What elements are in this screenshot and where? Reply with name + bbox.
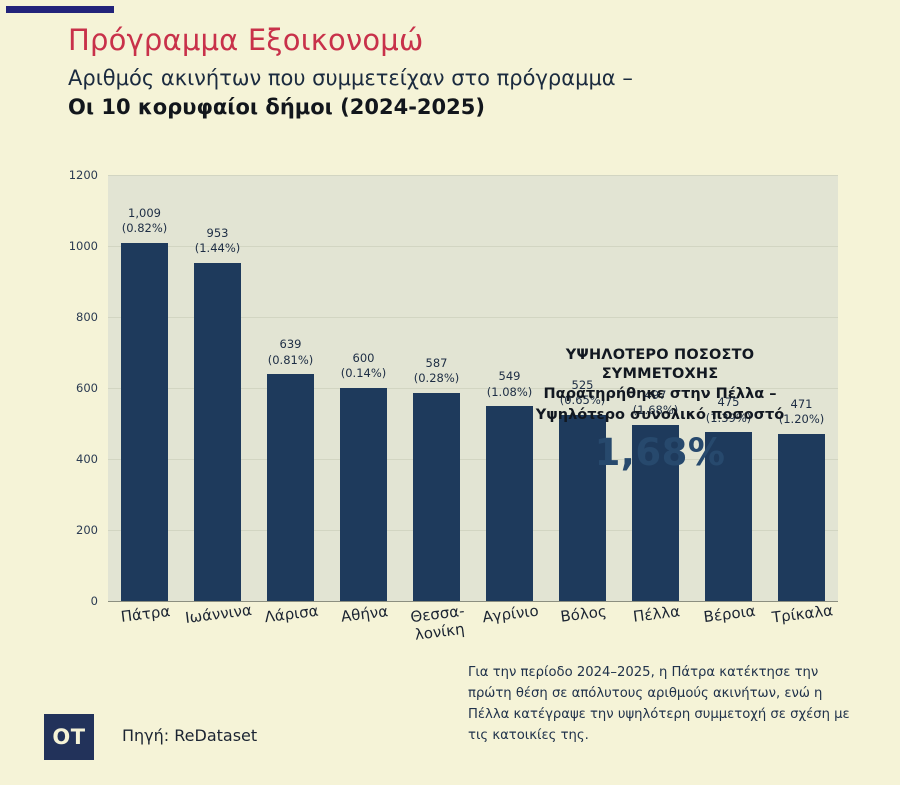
gridline bbox=[108, 317, 838, 318]
bar-slot: 953 (1.44%) bbox=[181, 175, 254, 601]
subtitle-line-2: Οι 10 κορυφαίοι δήμοι (2024-2025) bbox=[68, 95, 485, 120]
bar-percent: (1.39%) bbox=[705, 410, 752, 425]
header: Πρόγραμμα Εξοικονομώ Αριθμός ακινήτων πο… bbox=[68, 24, 868, 121]
gridline bbox=[108, 175, 838, 176]
x-axis-tick-label-line: Αγρίνιο bbox=[481, 601, 540, 627]
bar-value-label: 475 (1.39%) bbox=[692, 395, 765, 426]
bar-percent: (0.28%) bbox=[413, 371, 460, 386]
bar-value: 1,009 bbox=[128, 205, 161, 220]
bar-value: 525 bbox=[571, 377, 594, 392]
page-title: Πρόγραμμα Εξοικονομώ bbox=[68, 23, 424, 57]
gridline bbox=[108, 459, 838, 460]
bar-slot: 471 (1.20%) bbox=[765, 175, 838, 601]
bar-value: 639 bbox=[279, 337, 302, 352]
bar[interactable] bbox=[266, 374, 315, 601]
bar[interactable] bbox=[120, 242, 169, 601]
bar-value-label: 587 (0.28%) bbox=[400, 356, 473, 387]
bar-percent: (0.82%) bbox=[121, 221, 168, 236]
bar-value: 587 bbox=[425, 355, 448, 370]
bar-slot: 639 (0.81%) bbox=[254, 175, 327, 601]
bar-percent: (0.65%) bbox=[559, 393, 606, 408]
x-axis-tick-label-line: Βέροια bbox=[702, 601, 757, 627]
bar[interactable] bbox=[631, 424, 680, 601]
bar-slot: 587 (0.28%) bbox=[400, 175, 473, 601]
bar-value: 497 bbox=[644, 387, 667, 402]
bar-value: 600 bbox=[352, 350, 375, 365]
bar-value-label: 639 (0.81%) bbox=[254, 337, 327, 368]
bar-percent: (1.44%) bbox=[194, 241, 241, 256]
y-axis-tick-label: 200 bbox=[76, 523, 98, 537]
x-axis: Πάτρα Ιωάννινα Λάρισα Αθήνα Θεσσα-λονίκη Αγρί… bbox=[108, 601, 838, 666]
bar-percent: (0.81%) bbox=[267, 352, 314, 367]
x-axis-tick-label-line: Αθήνα bbox=[339, 602, 390, 626]
y-axis-tick-label: 800 bbox=[76, 310, 98, 324]
bars-layer: 1,009 (0.82%) 953 (1.44%) 639 (0.81%) 600 (0.14… bbox=[108, 175, 838, 601]
gridline bbox=[108, 530, 838, 531]
footer-note: Για την περίοδο 2024–2025, η Πάτρα κατέκ… bbox=[468, 665, 850, 744]
bar[interactable] bbox=[193, 262, 242, 601]
bar-value-label: 525 (0.65%) bbox=[546, 378, 619, 409]
bar-slot: 525 (0.65%) bbox=[546, 175, 619, 601]
bar-slot: 475 (1.39%) bbox=[692, 175, 765, 601]
bar-slot: 497 (1.68%) bbox=[619, 175, 692, 601]
bar-slot: 549 (1.08%) bbox=[473, 175, 546, 601]
source-label: Πηγή: ReDataset bbox=[122, 726, 258, 745]
bar-value-label: 1,009 (0.82%) bbox=[108, 206, 181, 237]
bar[interactable] bbox=[704, 432, 753, 601]
gridline bbox=[108, 388, 838, 389]
x-axis-tick-label-line: Ιωάννινα bbox=[184, 600, 253, 627]
bar[interactable] bbox=[777, 433, 826, 601]
y-axis-tick-label: 400 bbox=[76, 452, 98, 466]
y-axis-tick-label: 600 bbox=[76, 381, 98, 395]
bar-value-label: 471 (1.20%) bbox=[765, 397, 838, 428]
x-axis-tick-label-line: Βόλος bbox=[559, 602, 608, 626]
bar-value-label: 549 (1.08%) bbox=[473, 369, 546, 400]
bar-value: 549 bbox=[498, 369, 521, 384]
bar[interactable] bbox=[339, 388, 388, 601]
x-axis-tick-label: Τρίκαλα bbox=[759, 601, 846, 629]
ot-logo: OT bbox=[44, 714, 94, 760]
bar[interactable] bbox=[412, 392, 461, 601]
y-axis-tick-label: 0 bbox=[90, 594, 98, 608]
bar[interactable] bbox=[558, 414, 607, 601]
x-axis-tick-label-line: Πέλλα bbox=[632, 602, 681, 626]
x-axis-tick-label-line: Λάρισα bbox=[263, 601, 320, 627]
bar-value: 471 bbox=[790, 396, 813, 411]
x-axis-tick-label-line: Πάτρα bbox=[119, 601, 172, 626]
bar[interactable] bbox=[485, 406, 534, 601]
bar-percent: (1.68%) bbox=[632, 403, 679, 418]
bar-value-label: 953 (1.44%) bbox=[181, 226, 254, 257]
gridline bbox=[108, 601, 838, 602]
bar-value-label: 600 (0.14%) bbox=[327, 351, 400, 382]
top-accent-bar bbox=[6, 6, 114, 13]
bar-value: 475 bbox=[717, 395, 740, 410]
y-axis-tick-label: 1000 bbox=[68, 239, 98, 253]
bar-percent: (1.20%) bbox=[778, 412, 825, 427]
bar-chart: 0 200 400 600 800 1000 1200 1,009 (0.82%) 953 (1.… bbox=[0, 160, 900, 660]
bar-value: 953 bbox=[206, 225, 229, 240]
x-axis-tick-label-line: Τρίκαλα bbox=[770, 601, 834, 627]
gridline bbox=[108, 246, 838, 247]
bar-percent: (1.08%) bbox=[486, 384, 533, 399]
bar-value-label: 497 (1.68%) bbox=[619, 388, 692, 419]
bar-slot: 600 (0.14%) bbox=[327, 175, 400, 601]
y-axis-tick-label: 1200 bbox=[68, 168, 98, 182]
bar-slot: 1,009 (0.82%) bbox=[108, 175, 181, 601]
bar-percent: (0.14%) bbox=[340, 366, 387, 381]
subtitle-line-1: Αριθμός ακινήτων που συμμετείχαν στο πρό… bbox=[68, 66, 633, 91]
